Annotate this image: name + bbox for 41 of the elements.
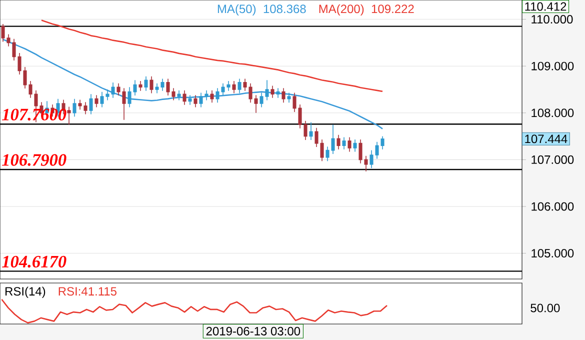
candlestick — [177, 90, 181, 101]
y-tick-label: 107.000 — [532, 155, 574, 164]
annotation: 108.368 — [264, 4, 306, 14]
text: 110.412 — [525, 2, 566, 11]
candlestick — [353, 139, 357, 152]
candlestick — [194, 94, 198, 108]
candlestick — [94, 94, 98, 108]
candlestick — [270, 85, 274, 98]
candlestick — [348, 136, 352, 152]
text: 50.00 — [530, 304, 560, 312]
text: RSI:41.115 — [58, 287, 116, 296]
ref-line-label: 104.6170 — [2, 256, 66, 268]
candlestick — [336, 134, 340, 150]
chart-title: RSI(14) — [5, 286, 46, 298]
y-tick-label: 105.000 — [532, 249, 574, 258]
candlestick — [144, 76, 148, 92]
candlestick — [89, 94, 93, 115]
candlestick — [309, 122, 313, 140]
ref-line-label: 106.7900 — [2, 154, 66, 166]
candlestick — [276, 88, 280, 98]
y-tick-label: 106.000 — [532, 202, 574, 211]
text: MA(200) — [319, 4, 364, 16]
text: MA(50) — [218, 4, 256, 16]
text: 107.444 — [525, 134, 568, 144]
candlestick — [282, 88, 286, 103]
candlestick — [182, 90, 186, 106]
candlestick — [67, 106, 71, 125]
candlestick — [232, 80, 236, 94]
candlestick — [287, 92, 291, 103]
candlestick — [150, 76, 154, 94]
candlestick — [238, 78, 242, 94]
y-tick-label: 110.000 — [532, 15, 573, 24]
annotation: 109.222 — [372, 4, 414, 14]
candlestick — [138, 80, 142, 92]
candlestick — [72, 98, 76, 118]
y-tick-label: 108.000 — [532, 108, 574, 118]
candlestick — [188, 94, 192, 106]
y-tick-label: 109.000 — [532, 62, 574, 70]
candlestick — [210, 90, 214, 103]
candlestick — [342, 136, 346, 150]
text: 2019-06-13 03:00 — [206, 326, 300, 336]
